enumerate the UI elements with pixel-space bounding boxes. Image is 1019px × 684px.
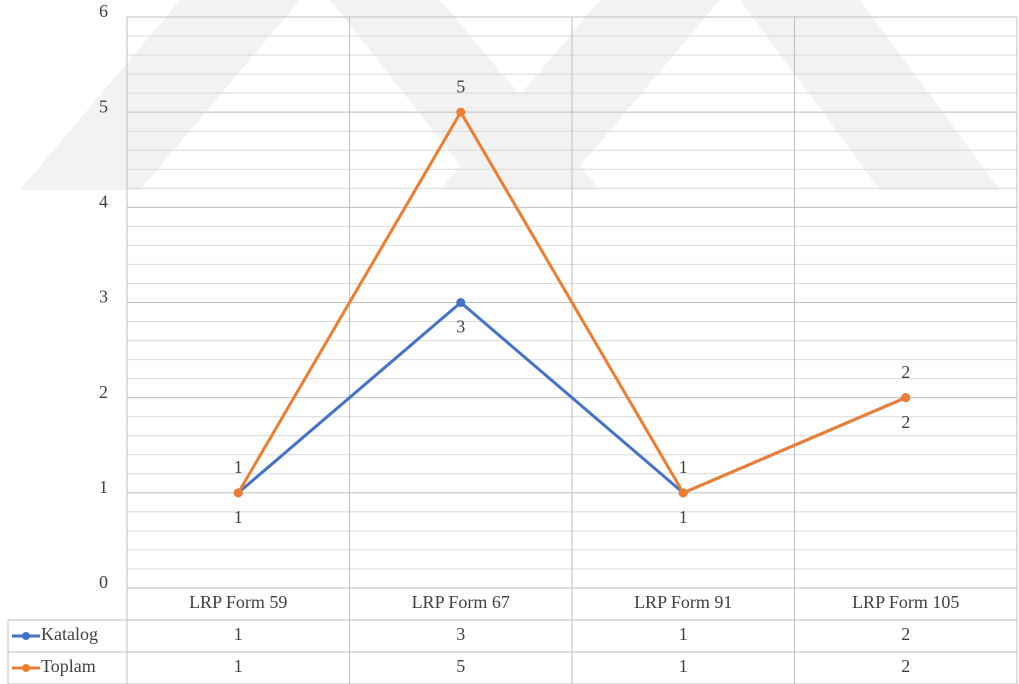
legend-marker bbox=[22, 664, 30, 672]
y-tick-label: 6 bbox=[99, 1, 108, 21]
point bbox=[901, 393, 911, 403]
table-cell: 1 bbox=[234, 656, 243, 676]
watermark bbox=[20, 0, 1000, 190]
x-tick-label: LRP Form 91 bbox=[634, 592, 732, 612]
table-cell: 3 bbox=[456, 624, 465, 644]
x-tick-label: LRP Form 67 bbox=[412, 592, 510, 612]
table-cell: 2 bbox=[901, 624, 910, 644]
data-label: 2 bbox=[901, 362, 910, 382]
point bbox=[456, 298, 466, 307]
data-label: 3 bbox=[456, 317, 465, 337]
legend-marker bbox=[22, 632, 30, 640]
table-cell: 1 bbox=[234, 624, 243, 644]
x-tick-label: LRP Form 59 bbox=[189, 592, 287, 612]
y-tick-label: 1 bbox=[99, 477, 108, 497]
y-tick-label: 2 bbox=[99, 382, 108, 402]
data-label: 2 bbox=[901, 412, 910, 432]
table-cell: 5 bbox=[456, 656, 465, 676]
legend-label: Toplam bbox=[41, 656, 96, 676]
series-line bbox=[236, 110, 907, 495]
legend-label: Katalog bbox=[41, 624, 98, 644]
data-label: 1 bbox=[234, 457, 243, 477]
table-cell: 1 bbox=[679, 624, 688, 644]
y-tick-label: 3 bbox=[99, 287, 108, 307]
data-label: 5 bbox=[456, 76, 465, 96]
table-cell: 2 bbox=[901, 656, 910, 676]
data-label: 1 bbox=[679, 457, 688, 477]
point bbox=[233, 488, 243, 498]
data-label: 1 bbox=[679, 507, 688, 527]
data-label: 1 bbox=[234, 507, 243, 527]
y-tick-label: 0 bbox=[99, 572, 108, 592]
y-tick-label: 4 bbox=[99, 191, 108, 211]
x-tick-label: LRP Form 105 bbox=[852, 592, 959, 612]
point bbox=[678, 488, 688, 498]
point bbox=[456, 107, 466, 117]
table-cell: 1 bbox=[679, 656, 688, 676]
y-tick-label: 5 bbox=[99, 96, 108, 116]
